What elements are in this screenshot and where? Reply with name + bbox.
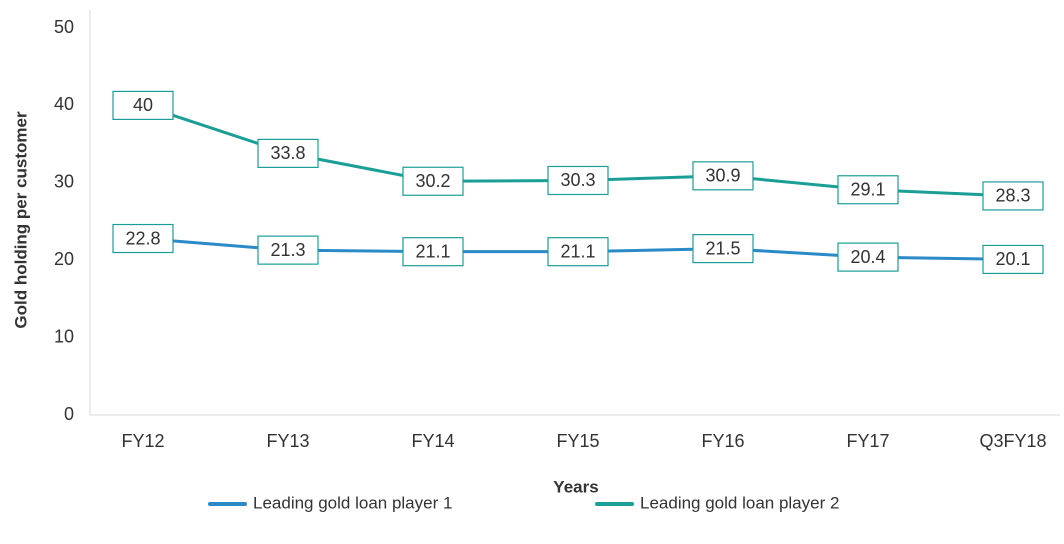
data-label: 22.8 <box>125 228 160 248</box>
data-label-box <box>402 237 464 267</box>
data-label-box <box>402 166 464 196</box>
data-label-box <box>257 138 319 168</box>
y-tick-label: 50 <box>54 17 74 37</box>
data-label: 33.8 <box>270 143 305 163</box>
data-label-box <box>112 223 174 254</box>
x-tick-label: FY16 <box>701 431 744 451</box>
y-tick-label: 20 <box>54 249 74 269</box>
data-label: 30.9 <box>705 166 740 186</box>
data-label-box <box>547 237 609 267</box>
data-label: 21.5 <box>705 238 740 258</box>
legend-label: Leading gold loan player 2 <box>640 493 839 512</box>
data-label-box <box>837 175 899 205</box>
x-tick-label: FY17 <box>846 431 889 451</box>
data-label: 28.3 <box>995 186 1030 206</box>
data-label-box <box>982 181 1044 211</box>
y-tick-label: 10 <box>54 326 74 346</box>
data-label: 30.2 <box>415 171 450 191</box>
data-label-box <box>112 90 174 121</box>
data-label-box <box>547 165 609 196</box>
x-tick-label: FY12 <box>121 431 164 451</box>
data-label: 21.1 <box>415 241 450 261</box>
y-tick-label: 40 <box>54 94 74 114</box>
x-tick-label: FY14 <box>411 431 454 451</box>
x-axis-title: Years <box>553 477 598 496</box>
data-label: 21.1 <box>560 241 595 261</box>
x-tick-label: Q3FY18 <box>979 431 1046 451</box>
data-label: 30.3 <box>560 170 595 190</box>
x-tick-label: FY15 <box>556 431 599 451</box>
legend-label: Leading gold loan player 1 <box>253 493 452 512</box>
y-axis-title: Gold holding per customer <box>11 111 30 329</box>
y-tick-label: 0 <box>64 404 74 424</box>
data-label-box <box>692 161 754 191</box>
data-label-box <box>257 235 319 265</box>
data-label: 20.4 <box>850 247 885 267</box>
data-label: 21.3 <box>270 240 305 260</box>
data-label: 20.1 <box>995 249 1030 269</box>
data-label-box <box>692 233 754 264</box>
data-label: 40 <box>133 95 153 115</box>
data-label-box <box>837 242 899 272</box>
data-label: 29.1 <box>850 180 885 200</box>
x-tick-label: FY13 <box>266 431 309 451</box>
y-tick-label: 30 <box>54 172 74 192</box>
data-label-box <box>982 244 1044 275</box>
